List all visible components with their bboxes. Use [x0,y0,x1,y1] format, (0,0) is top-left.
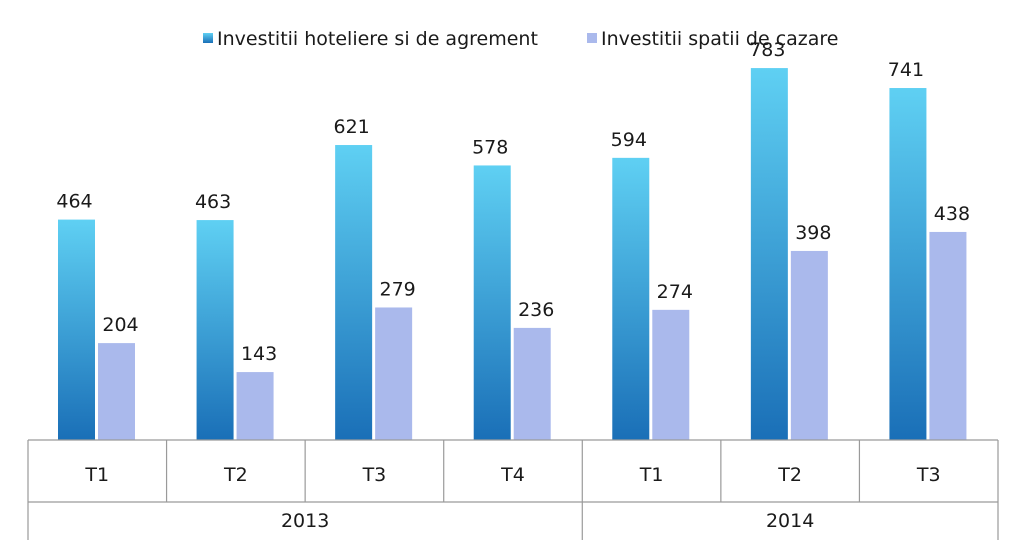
bar-series-1-cat-4 [473,165,511,440]
bars [58,68,967,441]
legend: Investitii hoteliere si de agrement Inve… [203,28,838,50]
group-label-2014: 2014 [766,510,814,532]
bar-series-1-cat-1 [58,219,95,440]
bar-series-1-cat-3 [335,145,373,440]
legend-label-series-2: Investitii spatii de cazare [601,28,838,50]
value-label-series-1-cat-2: 463 [195,191,231,213]
tick-label-5: T1 [639,464,664,486]
bar-series-1-cat-7 [889,88,927,441]
bar-series-2-cat-2 [236,372,274,440]
value-label-series-2-cat-6: 398 [795,222,831,244]
value-labels: 464 463 621 578 594 783 741 204 143 279 236 274 398 4… [56,39,970,365]
value-label-series-2-cat-5: 274 [657,281,693,303]
value-label-series-1-cat-1: 464 [56,191,92,213]
bar-series-2-cat-7 [929,231,967,440]
value-label-series-2-cat-2: 143 [241,343,277,365]
value-label-series-1-cat-6: 783 [749,39,785,61]
bar-series-2-cat-5 [652,309,690,440]
tick-label-2: T2 [223,464,248,486]
bar-series-2-cat-3 [375,307,413,440]
value-label-series-2-cat-1: 204 [102,314,138,336]
legend-label-series-1: Investitii hoteliere si de agrement [217,28,538,50]
tick-labels: T1 T2 T3 T4 T1 T2 T3 [84,464,940,486]
bar-series-1-cat-6 [750,68,788,440]
group-labels: 2013 2014 [281,510,814,532]
group-label-2013: 2013 [281,510,329,532]
bar-series-2-cat-4 [513,327,551,440]
tick-label-6: T2 [777,464,802,486]
bar-series-1-cat-2 [196,220,234,440]
bar-series-2-cat-1 [98,343,135,440]
value-label-series-1-cat-7: 741 [888,59,924,81]
legend-swatch-series-1 [203,33,213,43]
value-label-series-1-cat-5: 594 [611,129,647,151]
tick-label-4: T4 [500,464,525,486]
legend-swatch-series-2 [587,33,597,43]
value-label-series-2-cat-3: 279 [380,278,416,300]
category-axis [27,439,999,540]
value-label-series-2-cat-7: 438 [934,203,970,225]
tick-label-1: T1 [84,464,109,486]
bar-series-2-cat-6 [790,250,828,440]
value-label-series-2-cat-4: 236 [518,299,554,321]
tick-label-7: T3 [916,464,941,486]
value-label-series-1-cat-4: 578 [472,136,508,158]
value-label-series-1-cat-3: 621 [334,116,370,138]
bar-series-1-cat-5 [612,157,650,440]
tick-label-3: T3 [362,464,387,486]
